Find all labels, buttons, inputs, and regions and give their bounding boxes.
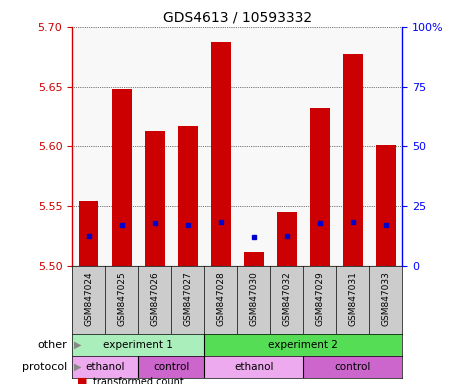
Text: GSM847032: GSM847032 xyxy=(282,271,291,326)
Bar xyxy=(145,131,165,266)
Text: GSM847026: GSM847026 xyxy=(150,271,159,326)
Bar xyxy=(244,252,264,266)
Bar xyxy=(178,126,198,266)
Bar xyxy=(112,89,132,266)
Text: GSM847024: GSM847024 xyxy=(84,271,93,326)
Text: experiment 1: experiment 1 xyxy=(103,340,173,350)
Text: other: other xyxy=(38,340,67,350)
Text: experiment 2: experiment 2 xyxy=(268,340,338,350)
Text: GSM847028: GSM847028 xyxy=(216,271,225,326)
Bar xyxy=(72,356,138,378)
Text: control: control xyxy=(334,362,371,372)
Text: GSM847030: GSM847030 xyxy=(249,271,258,326)
Text: GSM847025: GSM847025 xyxy=(117,271,126,326)
Text: control: control xyxy=(153,362,189,372)
Text: GSM847027: GSM847027 xyxy=(183,271,192,326)
Text: ethanol: ethanol xyxy=(234,362,273,372)
Text: ▶: ▶ xyxy=(74,340,82,350)
Bar xyxy=(277,212,297,266)
Bar xyxy=(310,108,330,266)
Text: GSM847033: GSM847033 xyxy=(381,271,390,326)
Bar xyxy=(376,145,396,266)
Text: ethanol: ethanol xyxy=(86,362,125,372)
Text: GSM847031: GSM847031 xyxy=(348,271,357,326)
Bar xyxy=(211,42,231,266)
Bar xyxy=(79,201,99,266)
Text: GSM847029: GSM847029 xyxy=(315,271,324,326)
Bar xyxy=(204,356,303,378)
Bar xyxy=(72,334,204,356)
Text: ▶: ▶ xyxy=(74,362,82,372)
Bar xyxy=(343,55,363,266)
Bar xyxy=(303,356,402,378)
Text: transformed count: transformed count xyxy=(93,377,184,384)
Text: protocol: protocol xyxy=(22,362,67,372)
Bar xyxy=(138,356,204,378)
Text: ■: ■ xyxy=(77,377,87,384)
Title: GDS4613 / 10593332: GDS4613 / 10593332 xyxy=(163,10,312,24)
Bar xyxy=(204,334,402,356)
